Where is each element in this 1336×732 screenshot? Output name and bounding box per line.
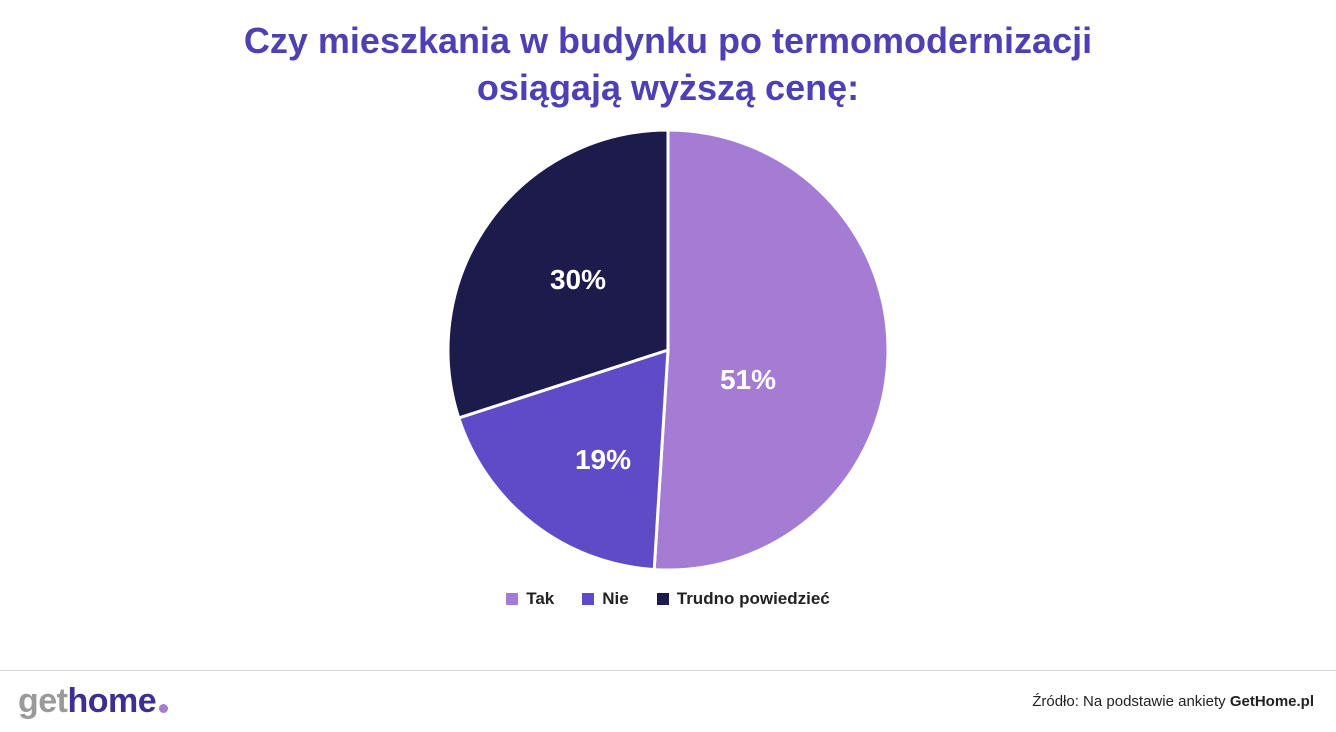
- pie-slice-label: 51%: [720, 364, 776, 396]
- logo-text-home: home: [68, 682, 157, 721]
- legend-swatch-icon: [506, 593, 518, 605]
- legend-swatch-icon: [582, 593, 594, 605]
- pie-slice-label: 19%: [575, 444, 631, 476]
- legend-item: Trudno powiedzieć: [657, 589, 830, 609]
- source-bold: GetHome.pl: [1230, 693, 1314, 710]
- logo-text-get: get: [18, 682, 68, 721]
- pie-slice: [654, 130, 888, 570]
- chart-area: 51% 19% 30%: [0, 130, 1336, 575]
- legend-label: Trudno powiedzieć: [677, 589, 830, 609]
- pie-chart: 51% 19% 30%: [448, 130, 888, 575]
- legend-item: Tak: [506, 589, 554, 609]
- chart-title: Czy mieszkania w budynku po termomoderni…: [0, 0, 1336, 112]
- legend-item: Nie: [582, 589, 628, 609]
- footer: gethome Źródło: Na podstawie ankiety Get…: [0, 670, 1336, 732]
- legend: Tak Nie Trudno powiedzieć: [0, 589, 1336, 609]
- title-line-2: osiągają wyższą cenę:: [0, 65, 1336, 112]
- title-line-1: Czy mieszkania w budynku po termomoderni…: [0, 18, 1336, 65]
- source-text: Źródło: Na podstawie ankiety GetHome.pl: [1032, 693, 1314, 710]
- logo-dot-icon: [159, 704, 168, 713]
- pie-slice-label: 30%: [550, 264, 606, 296]
- legend-label: Nie: [602, 589, 628, 609]
- logo: gethome: [18, 682, 168, 721]
- legend-label: Tak: [526, 589, 554, 609]
- legend-swatch-icon: [657, 593, 669, 605]
- pie-svg: [448, 130, 888, 570]
- source-prefix: Źródło: Na podstawie ankiety: [1032, 693, 1230, 710]
